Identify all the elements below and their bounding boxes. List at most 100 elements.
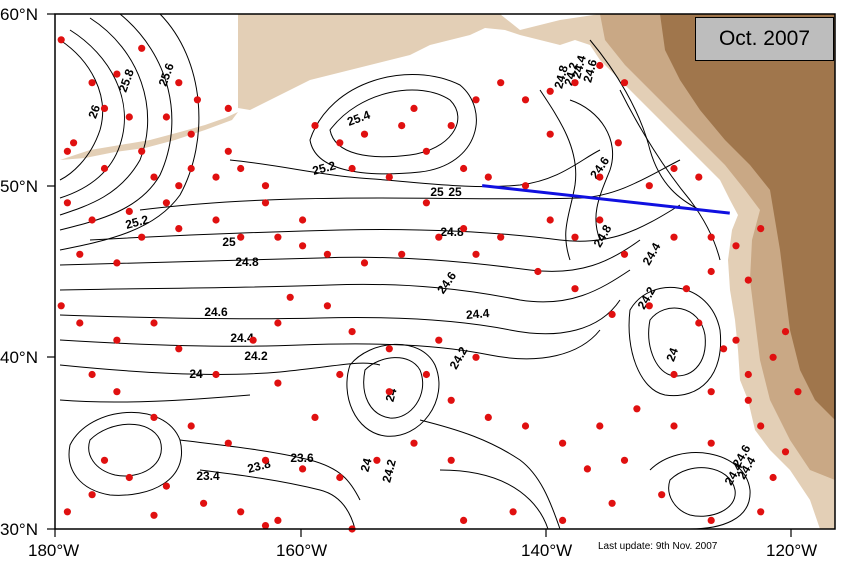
land-area xyxy=(60,14,835,529)
float-marker xyxy=(261,182,270,190)
float-marker xyxy=(360,130,369,138)
float-marker xyxy=(162,113,170,121)
float-marker xyxy=(150,413,158,421)
float-marker xyxy=(460,516,468,525)
float-marker xyxy=(360,259,369,267)
float-marker xyxy=(720,345,728,353)
float-marker xyxy=(695,173,703,181)
float-marker xyxy=(571,285,579,293)
float-marker xyxy=(781,448,790,456)
float-marker xyxy=(88,370,96,379)
float-marker xyxy=(422,147,430,155)
contour-label: 24.8 xyxy=(235,255,259,269)
float-marker xyxy=(336,370,344,379)
float-marker xyxy=(422,199,430,207)
float-marker xyxy=(249,336,257,344)
float-marker xyxy=(435,336,443,344)
float-marker xyxy=(323,250,331,258)
float-marker xyxy=(224,147,232,155)
contour-label: 24.4 xyxy=(569,54,589,80)
float-marker xyxy=(509,508,517,516)
float-marker xyxy=(707,516,715,525)
float-marker xyxy=(162,482,170,490)
float-marker xyxy=(794,388,802,396)
float-marker xyxy=(175,182,183,190)
y-tick-50n: 50°N xyxy=(0,177,38,196)
float-marker xyxy=(559,516,567,525)
contour-label: 25 xyxy=(448,185,462,199)
float-marker xyxy=(193,96,201,104)
float-marker xyxy=(571,233,579,241)
float-marker xyxy=(472,353,480,361)
float-marker xyxy=(472,250,480,258)
float-marker xyxy=(299,465,307,473)
float-marker xyxy=(57,36,65,44)
float-marker xyxy=(187,164,195,173)
float-marker xyxy=(274,379,282,387)
float-marker xyxy=(596,173,604,181)
contour-label: 23.6 xyxy=(290,451,314,465)
float-marker xyxy=(546,130,554,138)
float-marker xyxy=(422,370,430,379)
float-marker xyxy=(398,250,406,258)
x-tick-140w: 140°W xyxy=(521,541,572,560)
contour-label: 24.8 xyxy=(440,225,464,239)
float-marker xyxy=(88,79,96,87)
float-marker xyxy=(608,310,616,318)
float-marker xyxy=(769,353,777,361)
x-tick-120w: 120°W xyxy=(766,541,817,560)
float-marker xyxy=(261,456,270,464)
float-marker xyxy=(373,456,381,464)
float-marker xyxy=(100,164,109,173)
float-marker xyxy=(521,422,530,430)
section-line xyxy=(481,184,730,215)
float-marker xyxy=(497,233,505,241)
float-marker xyxy=(781,328,790,336)
float-marker xyxy=(546,216,554,224)
float-marker xyxy=(138,233,146,241)
float-marker xyxy=(299,216,307,224)
float-marker xyxy=(113,259,121,267)
float-marker xyxy=(175,79,183,87)
float-marker xyxy=(224,439,232,447)
contour-label: 25.2 xyxy=(311,158,337,178)
float-marker xyxy=(175,225,183,233)
float-marker xyxy=(645,302,653,310)
float-marker xyxy=(460,164,468,173)
float-marker xyxy=(385,388,393,396)
float-marker xyxy=(348,328,356,336)
float-marker xyxy=(113,70,121,78)
float-marker xyxy=(187,130,195,138)
float-marker xyxy=(212,216,220,224)
y-tick-30n: 30°N xyxy=(0,520,38,539)
float-marker xyxy=(447,456,455,464)
float-marker xyxy=(695,319,703,327)
float-marker xyxy=(546,87,554,95)
float-marker xyxy=(670,370,678,379)
float-marker xyxy=(521,96,530,104)
contour-label: 26 xyxy=(85,103,103,121)
float-marker xyxy=(757,508,765,516)
float-marker xyxy=(620,79,629,87)
float-marker xyxy=(70,139,78,147)
float-marker xyxy=(484,173,492,181)
float-marker xyxy=(274,233,282,241)
contour-label: 24 xyxy=(358,456,375,473)
float-marker xyxy=(670,164,678,173)
float-marker xyxy=(311,413,319,421)
float-marker xyxy=(707,439,715,447)
float-marker xyxy=(559,439,567,447)
x-tick-180w: 180°W xyxy=(28,541,79,560)
float-marker xyxy=(732,336,740,344)
date-label-box: Oct. 2007 xyxy=(695,17,834,61)
float-marker xyxy=(261,522,270,530)
float-marker xyxy=(150,173,158,181)
float-marker xyxy=(410,104,418,112)
float-marker xyxy=(348,164,356,173)
float-marker xyxy=(472,96,480,104)
y-tick-60n: 60°N xyxy=(0,5,38,24)
contour-label: 24.6 xyxy=(204,305,228,319)
float-marker xyxy=(583,465,592,473)
float-marker xyxy=(175,345,183,353)
float-marker xyxy=(596,216,604,224)
